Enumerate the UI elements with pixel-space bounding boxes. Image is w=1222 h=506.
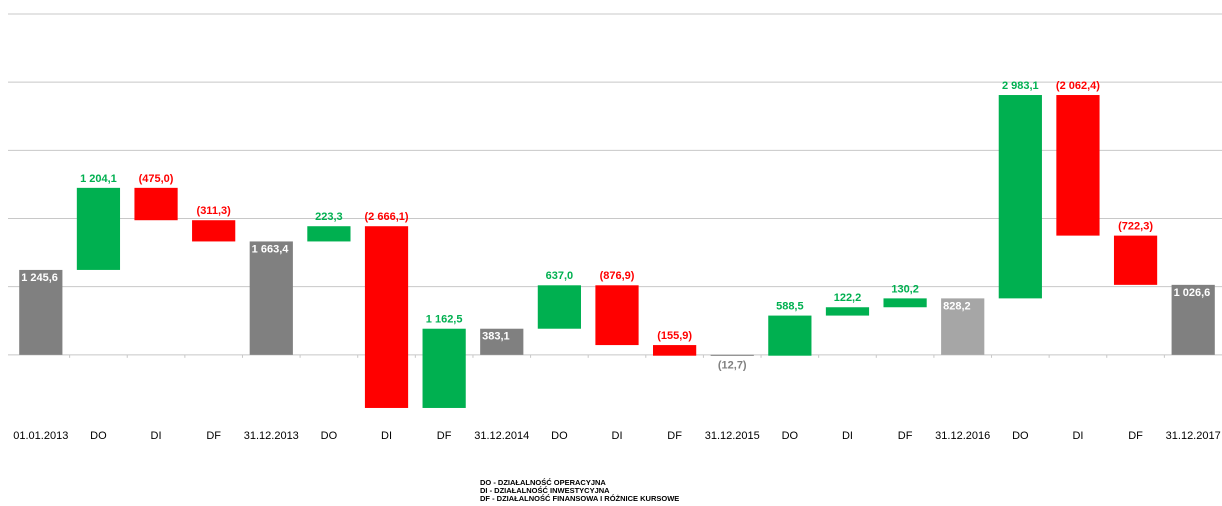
bar: [768, 315, 812, 356]
data-label: (475,0): [139, 173, 174, 185]
bar: [998, 95, 1042, 299]
x-tick-label: 31.12.2017: [1166, 430, 1221, 442]
data-label: 130,2: [891, 283, 919, 295]
bar: [1056, 95, 1100, 236]
x-tick-label: DF: [898, 430, 913, 442]
x-tick-label: DO: [1012, 430, 1029, 442]
data-label: 637,0: [546, 270, 574, 282]
data-label: (2 666,1): [365, 211, 409, 223]
x-tick-label: DO: [782, 430, 799, 442]
bar: [76, 187, 121, 270]
x-tick-label: DO: [551, 430, 568, 442]
x-tick-label: 31.12.2014: [474, 430, 529, 442]
data-label: 1 204,1: [80, 173, 117, 185]
bar: [595, 285, 639, 346]
legend-note: DF - DZIAŁALNOŚĆ FINANSOWA I RÓŻNICE KUR…: [480, 494, 679, 503]
x-tick-label: DI: [612, 430, 623, 442]
bar: [1171, 284, 1215, 355]
bar: [19, 269, 63, 355]
x-tick-label: DI: [842, 430, 853, 442]
x-tick-label: DI: [1072, 430, 1083, 442]
x-tick-label: DO: [321, 430, 338, 442]
x-tick-label: DI: [381, 430, 392, 442]
data-label: 383,1: [482, 331, 510, 343]
bar: [364, 226, 409, 408]
data-label: 1 663,4: [252, 243, 290, 255]
x-tick-label: 31.12.2016: [935, 430, 990, 442]
x-tick-label: DF: [206, 430, 221, 442]
bar: [192, 220, 236, 242]
bar: [422, 328, 466, 408]
x-tick-label: 31.12.2013: [244, 430, 299, 442]
data-label: (155,9): [657, 330, 692, 342]
data-label: 1 162,5: [426, 314, 463, 326]
bar: [134, 187, 178, 221]
x-tick-label: 31.12.2015: [705, 430, 760, 442]
data-label: (12,7): [718, 360, 747, 372]
bar: [941, 298, 985, 355]
bar: [710, 354, 754, 356]
bar: [653, 345, 697, 356]
x-tick-label: 01.01.2013: [13, 430, 68, 442]
x-tick-label: DF: [437, 430, 452, 442]
x-tick-label: DI: [151, 430, 162, 442]
x-tick-label: DO: [90, 430, 107, 442]
bar: [883, 298, 927, 308]
data-label: (311,3): [197, 205, 232, 217]
x-tick-label: DF: [1128, 430, 1143, 442]
data-label: (2 062,4): [1056, 80, 1100, 92]
data-label: (722,3): [1118, 221, 1153, 233]
bar: [825, 307, 870, 316]
bar: [537, 285, 581, 329]
legend-note: DI - DZIAŁALNOŚĆ INWESTYCYJNA: [480, 486, 610, 495]
bar: [249, 241, 293, 355]
bar: [1113, 235, 1158, 285]
data-label: 122,2: [834, 292, 862, 304]
data-label: 223,3: [315, 211, 343, 223]
data-label: 828,2: [943, 300, 971, 312]
legend-note: DO - DZIAŁALNOŚĆ OPERACYJNA: [480, 478, 606, 487]
data-label: 1 026,6: [1174, 287, 1211, 299]
data-label: (876,9): [600, 270, 635, 282]
bar: [307, 226, 351, 242]
data-label: 1 245,6: [21, 272, 58, 284]
data-label: 2 983,1: [1002, 80, 1039, 92]
data-label: 588,5: [776, 300, 804, 312]
x-tick-label: DF: [667, 430, 682, 442]
bar: [480, 328, 524, 355]
